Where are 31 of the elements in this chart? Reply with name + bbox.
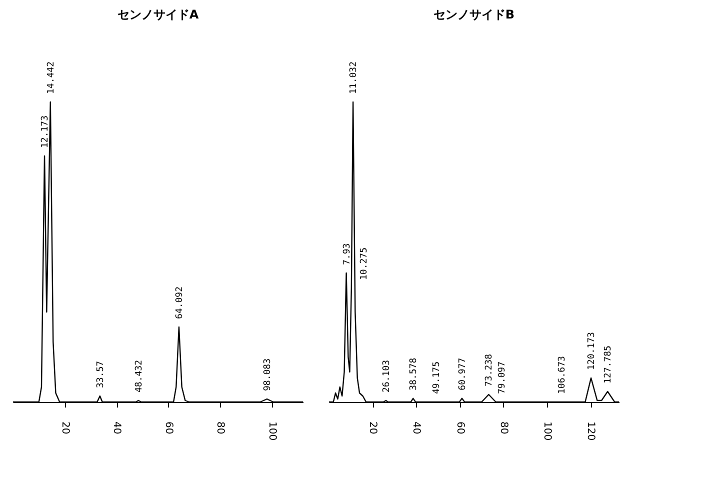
chart-title: センノサイドA xyxy=(117,7,200,22)
x-tick-label: 100 xyxy=(542,422,553,441)
annotation: 120.173 xyxy=(587,332,598,370)
x-tick-label: 20 xyxy=(59,422,70,434)
x-tick-label: 100 xyxy=(266,422,278,441)
annotation: 12.173 xyxy=(40,115,51,148)
annotation: 33.57 xyxy=(96,360,106,388)
annotation: 7.93 xyxy=(342,243,352,265)
annotation: 79.097 xyxy=(497,361,508,394)
annotation: 10.275 xyxy=(359,247,370,280)
annotation: 49.175 xyxy=(432,361,442,394)
annotation: 98.083 xyxy=(262,358,273,391)
annotation: 11.032 xyxy=(349,61,360,94)
annotation: 26.103 xyxy=(382,360,392,392)
annotation: 14.442 xyxy=(46,61,56,94)
annotation: 127.785 xyxy=(604,346,614,384)
x-tick-label: 120 xyxy=(585,422,596,441)
annotation: 64.092 xyxy=(174,286,185,319)
x-tick-label: 40 xyxy=(111,422,122,434)
annotation: 73.238 xyxy=(484,354,495,386)
annotation: 38.578 xyxy=(409,358,420,390)
x-tick-label: 80 xyxy=(498,422,509,434)
annotation: 48.432 xyxy=(134,360,144,392)
annotation: 60.977 xyxy=(458,358,468,390)
x-tick-label: 20 xyxy=(367,422,378,434)
chart-title: センノサイドB xyxy=(433,7,515,22)
x-tick-label: 60 xyxy=(454,422,466,434)
x-tick-label: 80 xyxy=(214,422,226,434)
x-tick-label: 60 xyxy=(162,422,174,434)
x-tick-label: 40 xyxy=(410,422,422,434)
annotation: 106.673 xyxy=(558,356,568,394)
